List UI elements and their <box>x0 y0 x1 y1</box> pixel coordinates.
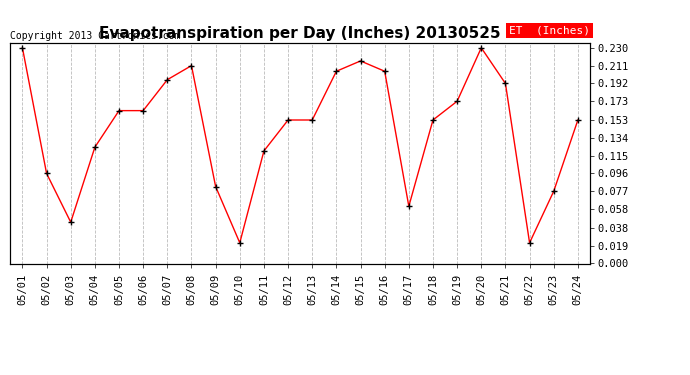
Text: ET  (Inches): ET (Inches) <box>509 26 590 35</box>
Text: Copyright 2013 Cartronics.com: Copyright 2013 Cartronics.com <box>10 31 181 41</box>
Title: Evapotranspiration per Day (Inches) 20130525: Evapotranspiration per Day (Inches) 2013… <box>99 26 501 40</box>
